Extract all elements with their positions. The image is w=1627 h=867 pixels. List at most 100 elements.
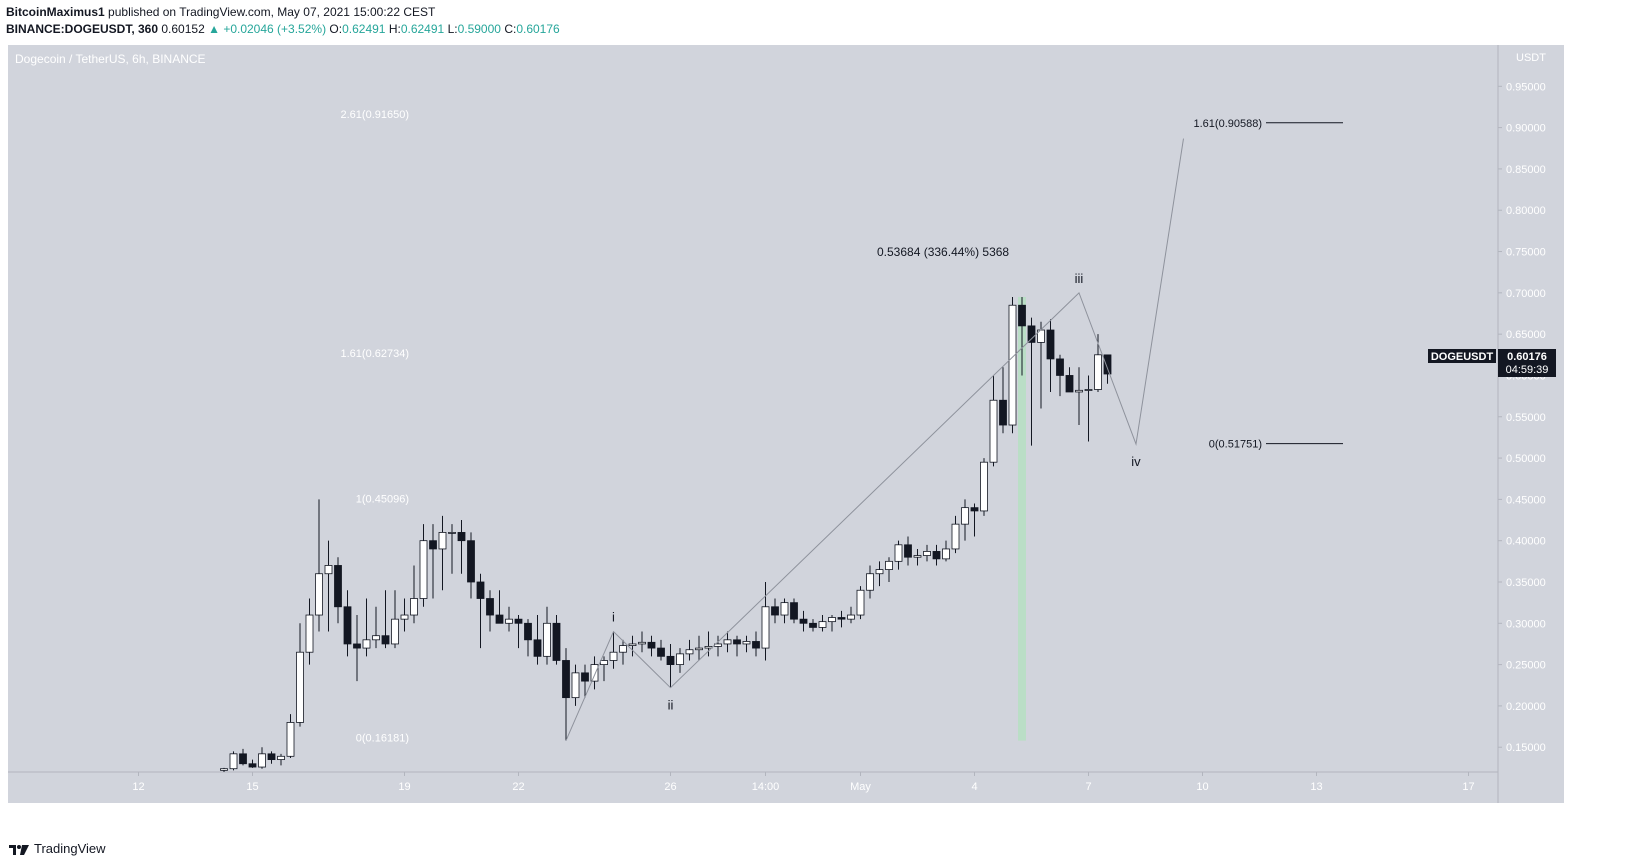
wave-path: [565, 138, 1184, 741]
candle-body: [923, 551, 931, 556]
y-tick-label: 0.80000: [1506, 205, 1546, 217]
wave-label-i: i: [612, 610, 615, 625]
candle-body: [1008, 304, 1017, 426]
candle: [476, 573, 485, 649]
y-tick-label: 0.15000: [1506, 742, 1546, 754]
candle-body: [334, 565, 342, 608]
footer-brand[interactable]: TradingView: [34, 841, 106, 856]
candle-body: [609, 651, 618, 661]
candle-body: [866, 573, 874, 591]
fib-left-label: 0(0.16181): [356, 732, 409, 744]
candle: [286, 714, 295, 758]
candle: [932, 544, 941, 566]
candle: [799, 610, 808, 632]
candle: [486, 590, 494, 632]
candle-body: [362, 639, 371, 649]
candle-body: [372, 635, 380, 641]
candle-body: [771, 606, 779, 616]
candle-body: [780, 602, 789, 616]
candle: [951, 515, 960, 554]
candle: [1084, 375, 1093, 442]
footer: TradingView: [8, 841, 106, 856]
fib-left-label: 2.61(0.91650): [341, 109, 410, 121]
candle-body: [676, 653, 684, 666]
y-tick-label: 0.85000: [1506, 164, 1546, 176]
candle: [752, 631, 760, 657]
candle: [590, 656, 599, 690]
fib-left-label: 1(0.45096): [356, 494, 409, 506]
author-name[interactable]: BitcoinMaximus1: [6, 5, 105, 19]
ohlc-line: BINANCE:DOGEUSDT, 360 0.60152 ▲ +0.02046…: [6, 22, 560, 36]
candle: [657, 639, 665, 661]
candle-body: [828, 617, 836, 623]
candle-body: [286, 722, 295, 757]
high-value: 0.62491: [400, 22, 445, 36]
candle: [258, 747, 266, 769]
wave-label-iv: iv: [1131, 454, 1141, 469]
candle-body: [562, 660, 570, 699]
candle-body: [1046, 329, 1055, 360]
highlight-bar: [1018, 296, 1026, 741]
tradingview-logo-icon[interactable]: [8, 842, 30, 856]
candle-body: [856, 589, 865, 616]
candle: [391, 590, 399, 649]
fib-left-label: 1.61(0.62734): [341, 348, 410, 360]
y-tick-label: 0.40000: [1506, 536, 1546, 548]
candle: [1056, 354, 1064, 397]
x-tick-label: 22: [512, 781, 524, 793]
candle: [277, 753, 285, 766]
high-label: H:: [388, 22, 401, 36]
candle: [989, 375, 998, 467]
candle: [334, 557, 342, 624]
candle: [457, 520, 466, 574]
candle-body: [685, 649, 694, 655]
y-tick-label: 0.20000: [1506, 701, 1546, 713]
candle: [837, 610, 846, 628]
candle-body: [809, 622, 817, 628]
candle: [628, 635, 637, 657]
price-tag-bg: [1498, 349, 1556, 377]
candle: [647, 635, 656, 657]
candle-body: [628, 643, 637, 647]
x-tick-label: 15: [246, 781, 258, 793]
price-change: ▲ +0.02046 (+3.52%): [208, 22, 327, 36]
plot-background: [8, 45, 1498, 772]
candle-body: [581, 672, 589, 682]
candle: [524, 619, 532, 657]
candle-body: [543, 622, 551, 657]
candle-body: [315, 573, 323, 616]
price-tag-symbol: DOGEUSDT: [1431, 351, 1494, 363]
price-chart[interactable]: Dogecoin / TetherUS, 6h, BINANCE iiiiiii…: [0, 0, 1627, 830]
candle: [533, 615, 542, 665]
wave-label-ii: ii: [668, 698, 674, 713]
candle: [429, 524, 437, 599]
candle-body: [552, 622, 561, 661]
candle-body: [761, 606, 770, 649]
publish-info: BitcoinMaximus1 published on TradingView…: [6, 5, 435, 19]
candle-body: [353, 643, 361, 649]
candle-body: [305, 614, 314, 653]
candle: [505, 606, 513, 632]
candle: [324, 540, 333, 632]
candle: [239, 748, 247, 766]
x-tick-label: 7: [1085, 781, 1091, 793]
candle: [913, 548, 922, 566]
candle: [885, 557, 893, 582]
candle: [305, 598, 314, 665]
y-tick-label: 0.50000: [1506, 453, 1546, 465]
candle-body: [951, 523, 960, 550]
candle: [552, 615, 561, 665]
symbol-line: BINANCE:DOGEUSDT, 360: [6, 22, 159, 36]
candle: [856, 586, 865, 620]
candle: [1046, 319, 1055, 392]
candle: [771, 598, 779, 624]
candle: [685, 639, 694, 661]
candle-body: [571, 672, 580, 699]
candle-body: [1084, 389, 1093, 391]
candle-body: [391, 618, 399, 645]
candle: [1065, 367, 1074, 393]
chart-title: Dogecoin / TetherUS, 6h, BINANCE: [15, 52, 206, 66]
candle-body: [619, 645, 627, 653]
candle-body: [457, 532, 466, 542]
candle-body: [885, 560, 893, 570]
